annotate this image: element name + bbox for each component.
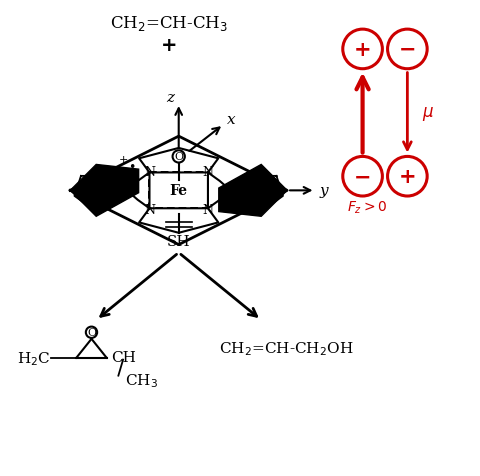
Text: CH$_2$=CH-CH$_3$: CH$_2$=CH-CH$_3$ (110, 14, 228, 33)
Text: y: y (320, 184, 328, 198)
Text: $F_z > 0$: $F_z > 0$ (347, 199, 387, 216)
Text: Fe: Fe (170, 184, 188, 198)
Text: N: N (144, 203, 155, 216)
Text: −: − (354, 167, 372, 187)
Polygon shape (219, 165, 287, 217)
Text: −: − (398, 40, 416, 60)
Text: O: O (174, 152, 183, 162)
Text: +: + (354, 40, 372, 60)
Text: x: x (227, 112, 236, 127)
Text: O: O (87, 327, 96, 337)
Text: +: + (161, 36, 178, 55)
Polygon shape (70, 165, 139, 217)
Text: N: N (203, 203, 214, 216)
Text: z: z (166, 91, 174, 105)
Text: $\mu$: $\mu$ (421, 104, 433, 122)
Text: SH: SH (167, 235, 191, 249)
Text: •: • (128, 161, 135, 174)
Text: CH$_3$: CH$_3$ (125, 372, 158, 389)
Text: +: + (119, 155, 128, 165)
Text: CH$_2$=CH-CH$_2$OH: CH$_2$=CH-CH$_2$OH (219, 340, 353, 357)
Text: CH: CH (111, 350, 136, 365)
Text: N: N (144, 166, 155, 178)
Text: H$_2$C: H$_2$C (17, 349, 50, 367)
Text: N: N (203, 166, 214, 178)
Text: +: + (398, 167, 416, 187)
